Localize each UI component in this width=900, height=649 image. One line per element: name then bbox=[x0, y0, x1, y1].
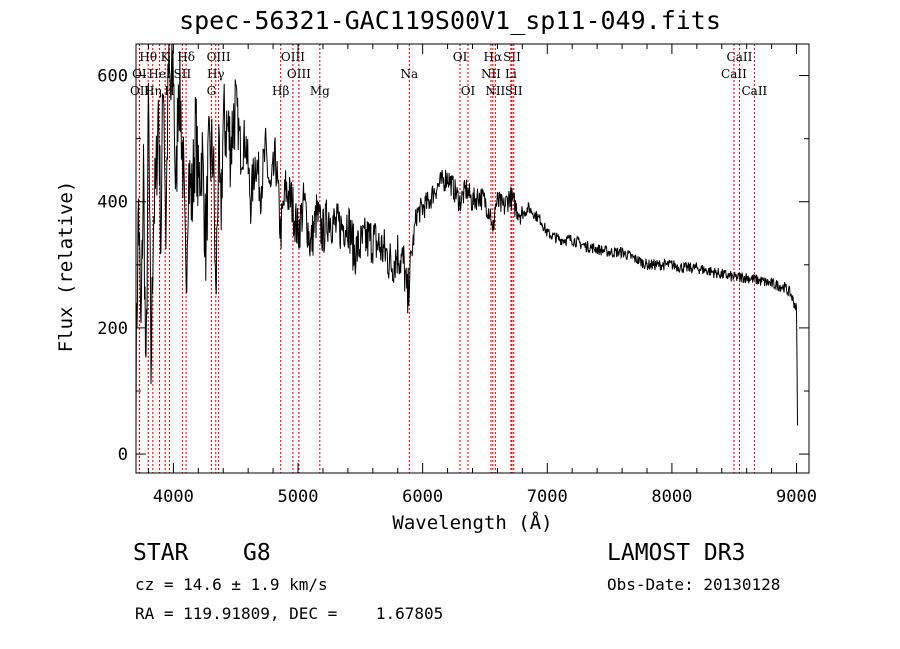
line-label-11: SII bbox=[174, 67, 192, 81]
x-tick-label-9000: 9000 bbox=[776, 487, 817, 507]
line-label-25: NII bbox=[485, 84, 505, 98]
line-label-13: OIII bbox=[287, 67, 311, 81]
line-label-27: CaII bbox=[741, 84, 767, 98]
object-class: STAR bbox=[133, 540, 189, 566]
line-label-14: Na bbox=[400, 67, 418, 81]
line-label-26: SII bbox=[505, 84, 523, 98]
y-tick-label-200: 200 bbox=[97, 319, 128, 339]
line-label-22: Hβ bbox=[272, 84, 289, 98]
survey-name: LAMOST DR3 bbox=[607, 540, 746, 566]
y-axis-label: Flux (relative) bbox=[55, 181, 77, 353]
line-label-7: SII bbox=[503, 50, 521, 64]
line-label-2: Hδ bbox=[177, 50, 195, 64]
line-label-10: HeI bbox=[148, 67, 171, 81]
y-tick-label-600: 600 bbox=[97, 67, 128, 87]
chart-title: spec-56321-GAC119S00V1_sp11-049.fits bbox=[179, 6, 721, 35]
line-label-8: CaII bbox=[727, 50, 753, 64]
x-tick-label-4000: 4000 bbox=[153, 487, 194, 507]
coordinates-text: RA = 119.91809, DEC = 1.67805 bbox=[135, 604, 444, 623]
line-label-15: NII bbox=[481, 67, 501, 81]
line-label-19: Hη bbox=[144, 84, 162, 98]
x-tick-label-7000: 7000 bbox=[527, 487, 568, 507]
line-label-16: Li bbox=[505, 67, 517, 81]
line-label-18: OII bbox=[130, 84, 150, 98]
line-label-6: Hα bbox=[484, 50, 503, 64]
x-tick-label-8000: 8000 bbox=[651, 487, 692, 507]
axis-ticks: 4000 5000 6000 7000 8000 9000 0 200 400 600 bbox=[97, 44, 817, 507]
y-tick-label-400: 400 bbox=[97, 193, 128, 213]
line-label-24: OI bbox=[461, 84, 476, 98]
line-label-21: G bbox=[207, 84, 217, 98]
x-tick-label-5000: 5000 bbox=[278, 487, 319, 507]
observation-date: Obs-Date: 20130128 bbox=[607, 575, 781, 594]
plot-frame bbox=[135, 43, 810, 474]
x-axis-label: Wavelength (Å) bbox=[392, 511, 552, 534]
redshift-text: cz = 14.6 ± 1.9 km/s bbox=[135, 575, 328, 594]
line-label-4: OIII bbox=[281, 50, 305, 64]
y-tick-label-0: 0 bbox=[118, 445, 128, 465]
line-label-1: K bbox=[161, 50, 171, 64]
line-label-3: OIII bbox=[207, 50, 231, 64]
line-label-23: Mg bbox=[310, 84, 330, 98]
spectrum-line bbox=[135, 43, 798, 426]
line-label-17: CaII bbox=[721, 67, 747, 81]
x-tick-label-6000: 6000 bbox=[402, 487, 443, 507]
line-label-0: Hθ bbox=[139, 50, 157, 64]
object-subclass: G8 bbox=[243, 540, 271, 566]
line-label-20: H bbox=[164, 84, 174, 98]
line-label-12: Hγ bbox=[207, 67, 225, 81]
line-label-5: OI bbox=[453, 50, 468, 64]
